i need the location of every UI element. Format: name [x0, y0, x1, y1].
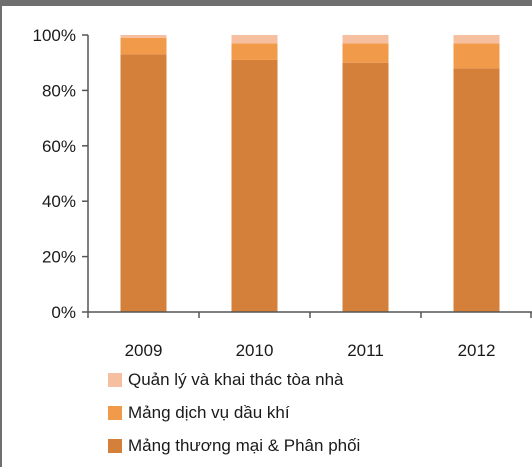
legend-label-oil-gas-services: Mảng dịch vụ dầu khí	[128, 403, 290, 422]
legend-item-building-management: Quản lý và khai thác tòa nhà	[108, 368, 360, 392]
bar-2011-series-2	[342, 35, 389, 44]
bar-2012-series-2	[453, 35, 500, 44]
bar-2010-series-0	[231, 59, 278, 313]
x-tick-label-2012: 2012	[458, 341, 496, 360]
x-tick-label-2010: 2010	[236, 341, 274, 360]
bar-2010-series-2	[231, 35, 278, 44]
bar-2010-series-1	[231, 43, 278, 60]
y-tick-label-0: 0%	[51, 303, 76, 322]
legend-item-oil-gas-services: Mảng dịch vụ dầu khí	[108, 401, 360, 425]
x-tick-label-2009: 2009	[125, 341, 163, 360]
legend-swatch-oil-gas-services	[108, 406, 122, 420]
bar-2011-series-0	[342, 62, 389, 313]
legend-swatch-trade-distribution	[108, 439, 122, 453]
legend-item-trade-distribution: Mảng thương mại & Phân phối	[108, 434, 360, 458]
bar-2009-series-2	[120, 35, 167, 38]
legend-label-trade-distribution: Mảng thương mại & Phân phối	[128, 436, 361, 455]
bar-2012-series-0	[453, 68, 500, 313]
bar-2009-series-0	[120, 54, 167, 312]
bar-2009-series-1	[120, 37, 167, 55]
x-tick-label-2011: 2011	[347, 341, 384, 360]
y-tick-label-2: 40%	[42, 192, 76, 211]
y-tick-label-5: 100%	[33, 26, 76, 45]
y-tick-label-3: 60%	[42, 137, 76, 156]
bar-2012-series-1	[453, 43, 500, 69]
y-tick-label-4: 80%	[42, 81, 76, 100]
y-tick-label-1: 20%	[42, 248, 76, 267]
legend-label-building-management: Quản lý và khai thác tòa nhà	[128, 370, 344, 389]
chart-legend: Quản lý và khai thác tòa nhà Mảng dịch v…	[108, 368, 360, 458]
legend-swatch-building-management	[108, 373, 122, 387]
bar-2011-series-1	[342, 43, 389, 63]
